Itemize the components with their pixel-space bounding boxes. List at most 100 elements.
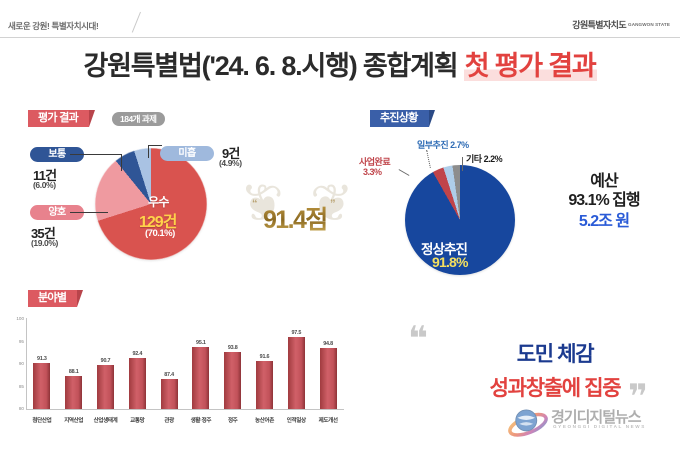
- quote-line-2: 성과창출에 집중: [489, 377, 622, 400]
- progress-label-partial-text: 일부추진: [417, 140, 449, 150]
- leader-dash-partial: [426, 150, 431, 168]
- logo-text-en: GANGWON STATE: [628, 22, 670, 27]
- globe-icon: [508, 409, 548, 437]
- pie-label-yangho-text: 양호: [48, 207, 66, 218]
- badge-progress-status: 추진상황: [370, 110, 435, 127]
- pie-percent-botong: (6.0%): [33, 180, 56, 190]
- chart-bar: [160, 379, 178, 409]
- chart-y-tick: 100: [16, 316, 24, 321]
- badge-progress-label: 추진상황: [380, 112, 418, 124]
- leader-line-miheup-h: [148, 145, 162, 146]
- budget-line-3: 5.2조 원: [578, 213, 630, 230]
- progress-value-partial: 2.7%: [450, 140, 469, 150]
- leader-line-other: [462, 157, 463, 171]
- budget-line-1: 예산: [590, 173, 618, 190]
- chart-bar: [97, 365, 114, 409]
- quote-close-icon: ❞: [628, 378, 648, 416]
- pie-count-yangho: 35건: [31, 226, 56, 241]
- chart-bar-category: 산업생태계: [93, 418, 118, 424]
- chart-bar-value: 91.6: [259, 354, 270, 360]
- progress-value-complete: 3.3%: [363, 167, 382, 177]
- slogan-text: 새로운 강원! 특별자치시대!: [8, 21, 99, 31]
- progress-label-complete: 사업완료: [359, 157, 391, 167]
- progress-label-partial: 일부추진 2.7%: [417, 138, 469, 151]
- budget-block: 예산 93.1% 집행 5.2조 원: [536, 172, 672, 232]
- chart-bar: [256, 361, 273, 409]
- task-count-pill: 184개 과제: [112, 112, 165, 126]
- progress-value-other: 2.2%: [483, 154, 503, 164]
- quote-open-icon: ❝: [408, 320, 428, 358]
- pie-inner-count-usu: 129건: [139, 214, 177, 231]
- chart-bar: [192, 347, 210, 409]
- page-title-highlight: 첫 평가 결과: [463, 51, 597, 81]
- evaluation-pie-chart: [95, 148, 207, 260]
- pie-percent-yangho: (19.0%): [31, 238, 58, 248]
- chart-y-tick: 95: [18, 338, 24, 344]
- chart-bar: [287, 337, 305, 409]
- chart-y-tick: 80: [18, 406, 24, 411]
- progress-pie-chart: [405, 165, 515, 275]
- chart-bar-value: 93.8: [227, 345, 238, 351]
- chart-y-tick: 90: [18, 361, 24, 366]
- chart-bar-value: 92.4: [132, 351, 143, 357]
- watermark-subtitle: GYEONGGI DIGITAL NEWS: [553, 424, 646, 429]
- badge-tail-decoration: [89, 110, 96, 127]
- chart-bar-value: 88.1: [68, 369, 79, 375]
- leader-line-yangho: [70, 212, 108, 213]
- chart-y-axis: [26, 318, 27, 410]
- badge-by-field: 분야별: [28, 290, 84, 307]
- chart-bar-category: 교통망: [130, 418, 145, 424]
- badge-tail-decoration-3: [77, 290, 84, 307]
- chart-bar: [33, 363, 51, 409]
- chart-bar: [224, 352, 242, 409]
- chart-x-axis: [26, 409, 344, 410]
- pie-label-miheup-text: 미흡: [178, 148, 196, 159]
- chart-bar-value: 87.4: [164, 372, 174, 378]
- progress-label-other: 기타 2.2%: [466, 152, 503, 165]
- badge-by-field-label: 분야별: [38, 292, 67, 304]
- page-title: 강원특별법('24. 6. 8.시행) 종합계획 첫 평가 결과: [0, 44, 680, 83]
- chart-bar-category: 정주: [227, 418, 238, 424]
- badge-tail-decoration-2: [428, 110, 435, 127]
- leader-line-complete: [398, 169, 410, 176]
- chart-bar-category: 첨단산업: [32, 418, 52, 424]
- progress-inner-label-normal: 정상추진: [421, 242, 468, 257]
- score-quote-open: “: [252, 198, 258, 210]
- watermark-name: 경기디지털뉴스: [551, 409, 642, 426]
- pie-percent-miheup: (4.9%): [219, 158, 242, 168]
- pie-label-botong-text: 보통: [48, 149, 66, 160]
- pie-label-miheup: 미흡: [160, 146, 214, 161]
- chart-bar-category: 생활·정주: [190, 418, 212, 424]
- chart-bar: [319, 348, 337, 409]
- pie-count-botong: 11건: [33, 168, 57, 183]
- badge-evaluation-label: 평가 결과: [38, 112, 79, 124]
- top-divider: [0, 37, 680, 38]
- chart-bar-category: 관광: [164, 418, 174, 424]
- leader-line-botong-v: [121, 154, 122, 171]
- progress-inner-value-normal: 91.8%: [432, 254, 468, 270]
- chart-bar: [65, 376, 83, 409]
- budget-line-2: 93.1% 집행: [568, 192, 640, 209]
- chart-bar-value: 97.5: [291, 330, 302, 336]
- chart-bar-category: 제도개선: [318, 418, 338, 424]
- pie-count-miheup: 9건: [222, 146, 240, 161]
- leader-line-botong-h: [70, 154, 122, 155]
- chart-bar-value: 95.1: [196, 340, 206, 346]
- logo-text-ko: 강원특별자치도: [572, 20, 627, 30]
- watermark: 경기디지털뉴스 GYEONGGI DIGITAL NEWS: [505, 400, 677, 448]
- chart-bar-category: 지역산업: [64, 418, 84, 424]
- pie-inner-percent-usu: (70.1%): [145, 228, 175, 239]
- task-count-label: 184개 과제: [120, 114, 157, 124]
- badge-evaluation-result: 평가 결과: [28, 110, 96, 127]
- chart-bar-category: 인적일상: [286, 418, 306, 424]
- chart-bar: [128, 358, 146, 409]
- gangwon-state-logo: 강원특별자치도 GANGWON STATE: [572, 18, 670, 31]
- chart-bar-value: 91.3: [37, 356, 47, 362]
- score-quote-close: ”: [330, 198, 336, 210]
- overall-score-value: 91.4점: [263, 200, 328, 236]
- wreath-right-icon: ❦: [310, 175, 354, 233]
- chart-bar-category: 농산어촌: [255, 418, 274, 424]
- page-title-plain: 강원특별법('24. 6. 8.시행) 종합계획: [83, 51, 464, 81]
- chart-bar-value: 90.7: [100, 358, 111, 364]
